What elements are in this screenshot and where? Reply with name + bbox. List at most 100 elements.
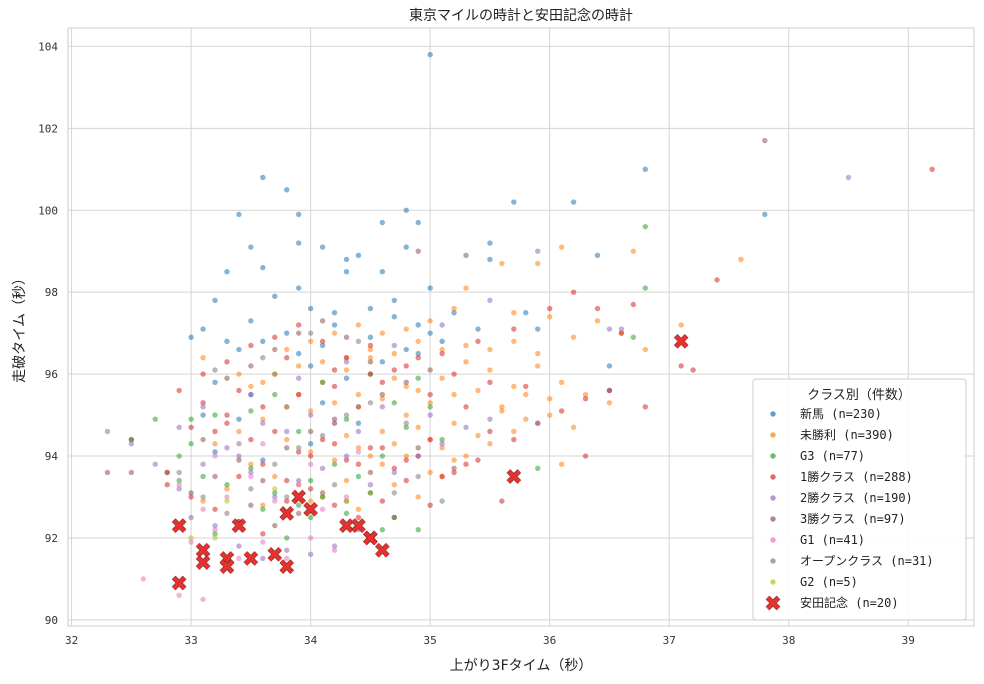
data-point xyxy=(248,318,254,324)
data-point xyxy=(284,547,290,553)
series-points xyxy=(104,137,768,529)
data-point xyxy=(236,387,242,394)
legend-item: 未勝利 (n=390) xyxy=(770,427,894,442)
data-point xyxy=(499,498,505,504)
data-point xyxy=(487,346,493,353)
data-point xyxy=(403,412,409,418)
data-point xyxy=(546,314,553,320)
data-point xyxy=(343,355,350,361)
data-point xyxy=(463,453,469,459)
data-point xyxy=(427,318,433,324)
data-point xyxy=(248,244,254,250)
data-point xyxy=(355,461,362,467)
legend-label: 新馬 (n=230) xyxy=(800,406,882,421)
data-point xyxy=(535,248,541,254)
series-points xyxy=(188,486,350,541)
data-point xyxy=(690,367,696,373)
data-point xyxy=(331,420,338,426)
data-point xyxy=(188,334,194,340)
legend-marker xyxy=(765,595,781,611)
data-point xyxy=(307,338,314,345)
legend-box xyxy=(752,378,967,621)
data-point xyxy=(427,502,433,508)
data-point xyxy=(343,334,350,340)
data-point xyxy=(307,477,314,484)
highlight-point xyxy=(195,542,211,558)
data-point xyxy=(284,330,290,336)
y-tick-label: 90 xyxy=(45,614,58,627)
data-point xyxy=(379,404,386,410)
data-point xyxy=(546,412,553,418)
data-point xyxy=(391,465,398,472)
data-point xyxy=(272,473,278,480)
legend-marker xyxy=(770,432,776,438)
data-point xyxy=(212,367,218,373)
data-point xyxy=(678,363,684,369)
data-point xyxy=(307,412,314,418)
data-point xyxy=(284,555,290,562)
data-point xyxy=(511,326,517,332)
data-point xyxy=(224,481,230,488)
data-point xyxy=(295,449,302,455)
data-point xyxy=(355,428,362,435)
data-point xyxy=(487,240,493,246)
data-point xyxy=(427,330,433,336)
data-point xyxy=(260,502,266,508)
data-point xyxy=(451,420,457,426)
x-tick-label: 33 xyxy=(184,634,197,647)
data-point xyxy=(379,219,386,226)
data-point xyxy=(272,391,278,398)
data-point xyxy=(260,264,266,271)
data-point xyxy=(284,404,290,410)
highlight-point xyxy=(219,559,235,574)
data-point xyxy=(128,469,135,476)
data-point xyxy=(248,436,254,443)
data-point xyxy=(248,363,254,369)
data-point xyxy=(427,285,433,291)
highlight-point xyxy=(231,518,247,533)
data-point xyxy=(307,514,314,521)
data-point xyxy=(451,457,457,463)
data-point xyxy=(487,379,493,385)
data-point xyxy=(260,441,266,447)
data-point xyxy=(738,256,744,263)
data-point xyxy=(558,461,565,467)
data-point xyxy=(546,395,553,402)
data-point xyxy=(558,244,565,250)
data-point xyxy=(200,355,206,361)
data-point xyxy=(403,244,409,250)
data-point xyxy=(331,457,338,463)
data-point xyxy=(415,424,421,431)
data-point xyxy=(307,330,314,336)
legend-label: G1 (n=41) xyxy=(800,533,865,547)
data-point xyxy=(451,305,457,312)
data-point xyxy=(379,428,386,435)
data-point xyxy=(176,453,182,459)
data-point xyxy=(463,252,469,259)
data-point xyxy=(415,248,421,254)
data-point xyxy=(260,531,266,537)
data-point xyxy=(295,375,302,381)
data-point xyxy=(295,477,302,484)
data-point xyxy=(367,481,374,488)
data-point xyxy=(331,543,338,549)
data-point xyxy=(391,514,398,521)
data-point xyxy=(319,494,326,500)
data-point xyxy=(307,498,314,504)
y-tick-label: 100 xyxy=(38,204,58,217)
data-point xyxy=(415,355,421,361)
data-point xyxy=(188,535,194,541)
data-point xyxy=(367,334,374,340)
data-point xyxy=(284,494,290,500)
data-point xyxy=(331,461,338,467)
data-point xyxy=(391,481,398,488)
data-point xyxy=(391,490,398,496)
data-point xyxy=(236,473,242,480)
data-point xyxy=(367,469,374,476)
y-axis-title: 走破タイム（秒） xyxy=(12,271,28,383)
highlight-point xyxy=(279,559,295,574)
data-point xyxy=(523,391,529,398)
data-point xyxy=(188,416,194,422)
data-point xyxy=(331,416,338,422)
legend-item: 1勝クラス (n=288) xyxy=(770,469,913,484)
